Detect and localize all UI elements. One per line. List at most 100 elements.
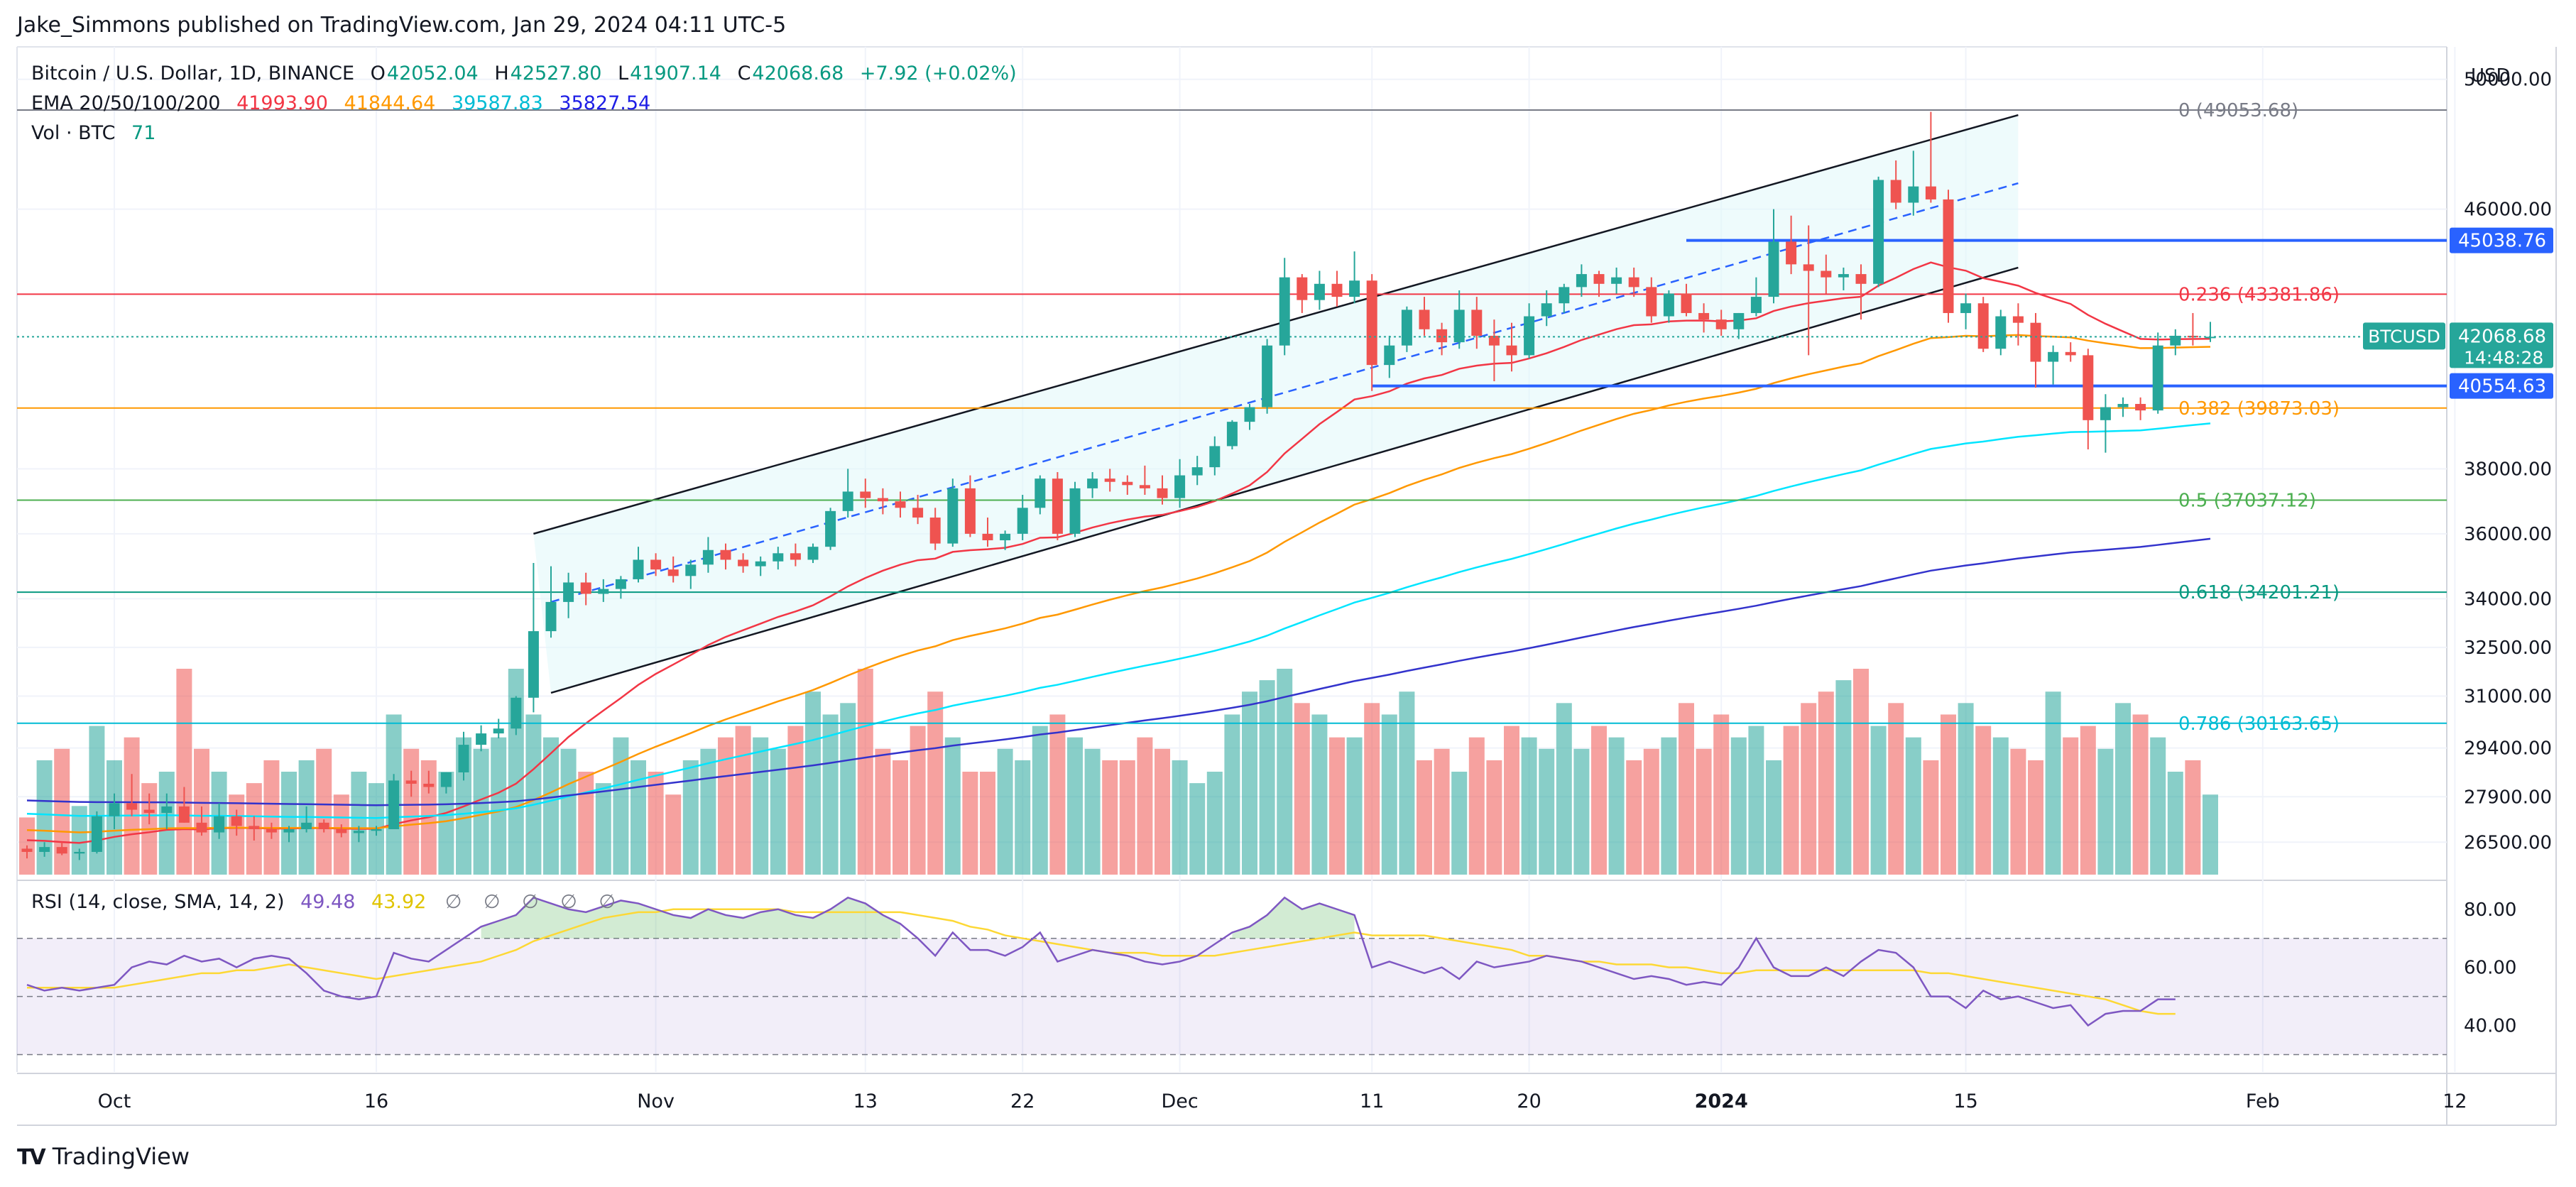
volume-bar [1539,748,1555,875]
volume-bar [1853,669,1869,875]
legend-vol-label[interactable]: Vol · BTC [31,122,116,144]
volume-bar [543,737,559,875]
candle-body [1157,488,1168,498]
price-tick-label: 32500.00 [2464,638,2552,659]
candle-body [458,745,469,772]
volume-bar [1049,714,1066,875]
legend-low: 41907.14 [630,62,721,84]
candle-body [1838,274,1849,278]
legend-symbol[interactable]: Bitcoin / U.S. Dollar, 1D, BINANCE [31,62,355,84]
time-tick-label: 2024 [1695,1090,1748,1112]
legend-high: 42527.80 [510,62,602,84]
candle-body [388,780,400,829]
volume-bar [1626,760,1642,875]
legend-vol: 71 [131,122,156,144]
candle-body [615,579,626,589]
legend-close-label: C [737,62,751,84]
time-tick-label: 22 [1010,1090,1035,1112]
volume-bar [1870,726,1887,875]
candle-body [1803,264,1814,271]
volume-bar [176,669,192,875]
candle-body [860,491,871,498]
candle-body [1436,329,1448,343]
candle-body [1559,287,1570,304]
volume-bar [2132,714,2149,875]
candle-body [790,553,801,560]
candle-body [1331,283,1343,297]
volume-bar [1346,737,1363,875]
volume-bar [787,726,804,875]
tradingview-logo-icon: TV [17,1145,46,1170]
volume-bar [1277,669,1293,875]
candle-body [947,488,959,544]
candle-body [650,559,662,570]
legend-high-label: H [494,62,509,84]
volume-bar [1399,691,1415,875]
candle-body [1541,303,1552,317]
volume-bar [944,737,961,875]
volume-bar [1941,714,1956,875]
time-tick-label: Feb [2246,1090,2280,1112]
volume-bar [2010,748,2026,875]
candle-body [1977,303,1989,349]
rsi-na-1: ∅ [444,891,462,913]
candle-body [1035,478,1046,508]
volume-bar [1661,737,1677,875]
candle-body [336,828,347,833]
time-tick-label: 20 [1517,1090,1541,1112]
volume-bar [1486,760,1502,875]
candle-body [545,601,557,632]
volume-bar [665,794,682,875]
legend-ema20: 41993.90 [236,92,328,114]
candle-body [1471,310,1483,336]
candle-body [1506,345,1517,356]
volume-bar [893,760,908,875]
time-tick-label: Oct [98,1090,131,1112]
candle-body [2117,403,2129,407]
price-tag-label-0: 45038.76 [2458,231,2546,252]
volume-bar [1102,760,1118,875]
legend-ema-label[interactable]: EMA 20/50/100/200 [31,92,221,114]
volume-bar [1679,703,1694,875]
volume-bar [1172,760,1188,875]
volume-bar [2080,726,2096,875]
currency-label[interactable]: USD [2471,65,2511,87]
candle-body [39,847,50,852]
candle-body [1681,293,1692,313]
candle-body [2100,407,2111,420]
volume-bar [2115,703,2131,875]
candle-body [738,559,749,567]
candle-body [440,772,452,787]
time-tick-label: 11 [1360,1090,1384,1112]
fib-label-5: 0.786 (30163.65) [2178,713,2340,735]
fib-label-4: 0.618 (34201.21) [2178,582,2340,603]
candle-body [773,553,784,562]
candle-body [2170,335,2181,346]
volume-bar [1818,691,1834,875]
candle-body [1017,508,1028,534]
candle-body [1419,310,1430,329]
volume-bar [1696,748,1712,875]
candle-body [476,733,487,745]
legend-rsi-label[interactable]: RSI (14, close, SMA, 14, 2) [31,891,285,913]
candle-body [2152,345,2163,411]
volume-bar [1801,703,1817,875]
tradingview-brand[interactable]: TV TradingView [17,1143,190,1170]
volume-bar [613,737,629,875]
volume-bar [631,760,646,875]
candle-body [1890,180,1901,203]
candle-body [1139,485,1150,488]
legend-ema-row: EMA 20/50/100/200 41993.90 41844.64 3958… [31,92,650,114]
candle-body [1698,312,1710,320]
volume-bar [1434,748,1450,875]
candle-body [301,822,312,829]
candle-body [1349,280,1360,297]
candle-body [1087,478,1098,488]
candle-body [21,848,33,852]
time-tick-label: Dec [1161,1090,1198,1112]
volume-bar [351,772,367,875]
candle-body [1611,277,1622,284]
volume-bar [2203,794,2218,875]
rsi-na-2: ∅ [484,891,501,913]
